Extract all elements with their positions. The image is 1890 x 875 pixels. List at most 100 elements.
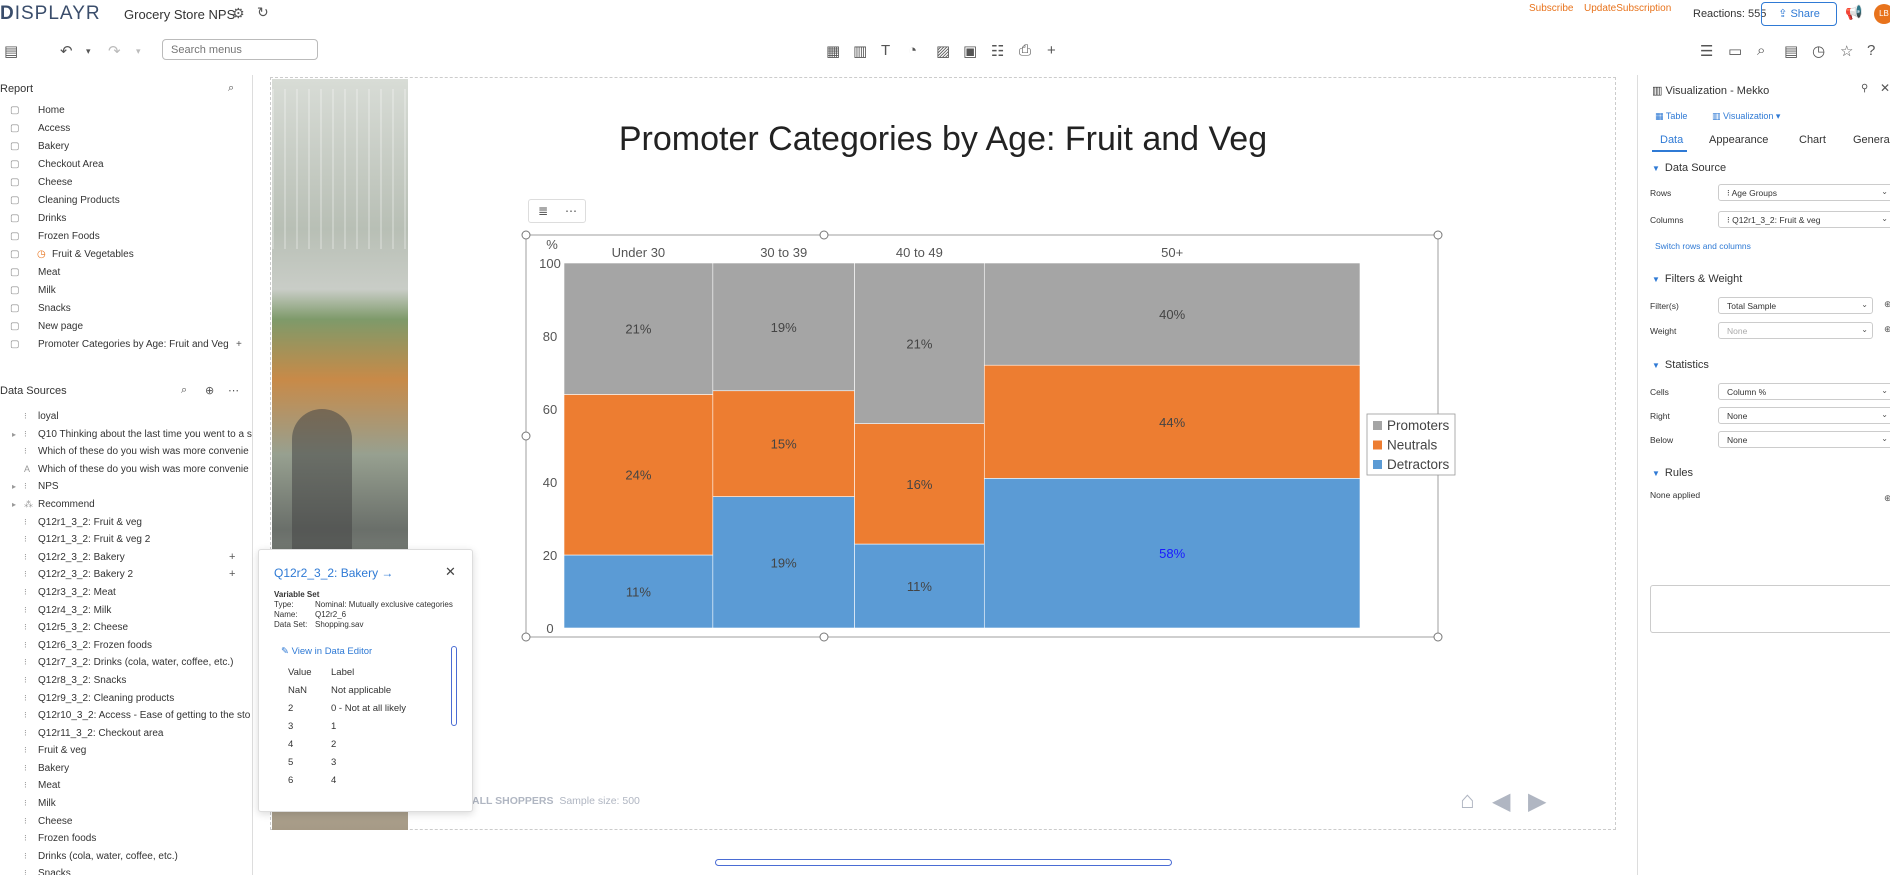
more-options-icon[interactable]: ⋯ bbox=[565, 204, 577, 218]
undo-icon[interactable]: ↶ bbox=[60, 43, 73, 60]
columns-select[interactable]: ⁝ Q12r1_3_2: Fruit & veg ⌄ bbox=[1718, 211, 1890, 228]
list-item[interactable]: ⁝ Q12r7_3_2: Drinks (cola, water, coffee,… bbox=[0, 654, 252, 672]
previous-page-icon[interactable]: ◀ bbox=[1492, 788, 1511, 815]
tab-general[interactable]: General bbox=[1853, 134, 1890, 146]
tab-appearance[interactable]: Appearance bbox=[1709, 134, 1769, 146]
cells-select[interactable]: Column % ⌄ bbox=[1718, 383, 1890, 400]
update-subscription-link[interactable]: UpdateSubscription bbox=[1584, 3, 1672, 14]
more-options-icon[interactable]: ⋯ bbox=[228, 385, 239, 397]
mekko-chart[interactable]: % 0 20 40 60 80 100 Under 30 11% 24% 21% 30 to 39 19… bbox=[520, 226, 1460, 646]
right-select[interactable]: None ⌄ bbox=[1718, 407, 1890, 424]
page-item-fruit-vegetables[interactable]: ▢ ◷ Fruit & Vegetables bbox=[0, 246, 252, 264]
properties-icon[interactable]: ☰ bbox=[1700, 43, 1714, 60]
list-item[interactable]: ⁝ Q12r8_3_2: Snacks bbox=[0, 672, 252, 690]
notes-icon[interactable]: ▤ bbox=[1784, 43, 1799, 60]
close-icon[interactable]: ✕ bbox=[445, 564, 456, 579]
avatar[interactable]: LB bbox=[1874, 4, 1890, 24]
page-item-cleaning-products[interactable]: ▢ Cleaning Products bbox=[0, 192, 252, 210]
list-item[interactable]: ⁝ Q12r9_3_2: Cleaning products bbox=[0, 690, 252, 708]
page-item-snacks[interactable]: ▢ Snacks bbox=[0, 300, 252, 318]
pages-icon[interactable]: ▤ bbox=[4, 43, 19, 60]
search-icon[interactable]: ⌕ bbox=[1757, 42, 1766, 59]
view-in-data-editor-link[interactable]: ✎ View in Data Editor bbox=[281, 646, 373, 657]
list-item[interactable]: ▸ ⁝ NPS bbox=[0, 478, 252, 496]
text-box-icon[interactable]: T bbox=[881, 42, 891, 59]
horizontal-scrollbar[interactable] bbox=[715, 859, 1172, 866]
subtab-table[interactable]: ▦ Table bbox=[1655, 111, 1688, 121]
list-item[interactable]: ⁝ Q12r5_3_2: Cheese bbox=[0, 619, 252, 637]
report-canvas[interactable] bbox=[270, 77, 1616, 830]
subscribe-link[interactable]: Subscribe bbox=[1529, 3, 1574, 14]
variable-link[interactable]: Q12r2_3_2: Bakery → bbox=[274, 566, 394, 580]
add-page-icon[interactable]: + bbox=[236, 339, 242, 350]
list-item[interactable]: ⁝ loyal bbox=[0, 408, 252, 426]
page-item-cheese[interactable]: ▢ Cheese bbox=[0, 174, 252, 192]
subtab-visualization[interactable]: ▥ Visualization ▾ bbox=[1712, 111, 1781, 121]
list-item[interactable]: A Which of these do you wish was more con… bbox=[0, 461, 252, 479]
list-item[interactable]: ⁝ Q12r6_3_2: Frozen foods bbox=[0, 637, 252, 655]
list-item[interactable]: ⁝ Q12r1_3_2: Fruit & veg bbox=[0, 514, 252, 532]
expand-icon[interactable]: ▸ bbox=[12, 499, 17, 509]
document-title[interactable]: Grocery Store NPS bbox=[124, 7, 236, 22]
page-item-bakery[interactable]: ▢ Bakery bbox=[0, 138, 252, 156]
page-item-access[interactable]: ▢ Access bbox=[0, 120, 252, 138]
shapes-icon[interactable]: ◔ bbox=[908, 42, 918, 59]
table-icon[interactable]: ▦ bbox=[826, 43, 841, 60]
list-item[interactable]: ⁝ Cheese bbox=[0, 813, 252, 831]
print-icon[interactable]: ⎙ bbox=[1019, 42, 1032, 59]
add-icon[interactable]: + bbox=[1047, 42, 1056, 59]
rows-select[interactable]: ⁝ Age Groups ⌄ bbox=[1718, 184, 1890, 201]
page-item-checkout-area[interactable]: ▢ Checkout Area bbox=[0, 156, 252, 174]
comment-icon[interactable]: ▭ bbox=[1728, 43, 1743, 60]
switch-rows-columns-link[interactable]: Switch rows and columns bbox=[1655, 241, 1751, 251]
filters-weight-section[interactable]: ▼ Filters & Weight bbox=[1652, 273, 1743, 285]
list-item[interactable]: ⁝ Drinks (cola, water, coffee, etc.) bbox=[0, 848, 252, 866]
add-rule-icon[interactable]: ⊕ bbox=[1884, 493, 1890, 503]
below-select[interactable]: None ⌄ bbox=[1718, 431, 1890, 448]
redo-icon[interactable]: ↷ bbox=[108, 43, 121, 60]
add-filter-icon[interactable]: ⊕ bbox=[1884, 299, 1890, 309]
data-search-icon[interactable]: ⌕ bbox=[181, 384, 188, 396]
page-item-drinks[interactable]: ▢ Drinks bbox=[0, 210, 252, 228]
expand-icon[interactable]: ▸ bbox=[12, 482, 17, 492]
list-item[interactable]: ⁝ Frozen foods bbox=[0, 830, 252, 848]
filters-select[interactable]: Total Sample ⌄ bbox=[1718, 297, 1873, 314]
list-item[interactable]: ⁝ Q12r1_3_2: Fruit & veg 2 bbox=[0, 531, 252, 549]
list-item[interactable]: ⁝ Q12r10_3_2: Access - Ease of getting to… bbox=[0, 707, 252, 725]
close-icon[interactable]: ✕ bbox=[1880, 81, 1890, 95]
list-item[interactable]: ⁝ Which of these do you wish was more con… bbox=[0, 443, 252, 461]
page-item-milk[interactable]: ▢ Milk bbox=[0, 282, 252, 300]
list-item[interactable]: ⁝ Meat bbox=[0, 777, 252, 795]
list-item[interactable]: ⁝ Q12r4_3_2: Milk bbox=[0, 602, 252, 620]
list-item[interactable]: ⁝ Snacks bbox=[0, 865, 252, 875]
filter-icon[interactable]: ☷ bbox=[991, 43, 1005, 60]
list-item[interactable]: ⁝ Bakery bbox=[0, 760, 252, 778]
info-scrollbar[interactable] bbox=[451, 646, 457, 726]
add-weight-icon[interactable]: ⊕ bbox=[1884, 324, 1890, 334]
megaphone-icon[interactable]: 📢 bbox=[1845, 4, 1863, 20]
refresh-icon[interactable]: ↻ bbox=[257, 4, 269, 20]
share-button[interactable]: ⇪ Share bbox=[1761, 2, 1837, 26]
report-search-icon[interactable]: ⌕ bbox=[228, 82, 235, 94]
add-data-icon[interactable]: ⊕ bbox=[205, 385, 215, 397]
list-item[interactable]: ⁝ Q12r2_3_2: Bakery + bbox=[0, 549, 252, 567]
page-item-frozen-foods[interactable]: ▢ Frozen Foods bbox=[0, 228, 252, 246]
rules-box[interactable] bbox=[1650, 585, 1890, 633]
history-icon[interactable]: ◷ bbox=[1812, 43, 1826, 60]
pin-icon[interactable]: ⚲ bbox=[1861, 83, 1869, 94]
weight-select[interactable]: None ⌄ bbox=[1718, 322, 1873, 339]
search-menus-input[interactable] bbox=[162, 39, 318, 60]
expand-icon[interactable]: ▸ bbox=[12, 429, 17, 439]
redo-dropdown-icon[interactable]: ▾ bbox=[136, 46, 141, 56]
add-variable-icon[interactable]: + bbox=[229, 550, 236, 563]
help-icon[interactable]: ? bbox=[1867, 42, 1876, 59]
list-item[interactable]: ▸ ⁂ Recommend bbox=[0, 496, 252, 514]
list-item[interactable]: ⁝ Q12r3_3_2: Meat bbox=[0, 584, 252, 602]
gear-icon[interactable]: ⚙ bbox=[232, 5, 245, 21]
list-item[interactable]: ⁝ Q12r11_3_2: Checkout area bbox=[0, 725, 252, 743]
rules-section[interactable]: ▼ Rules bbox=[1652, 467, 1694, 479]
tab-data[interactable]: Data bbox=[1660, 134, 1684, 146]
next-page-icon[interactable]: ▶ bbox=[1528, 788, 1547, 815]
data-source-section[interactable]: ▼ Data Source bbox=[1652, 162, 1727, 174]
add-variable-icon[interactable]: + bbox=[229, 568, 236, 581]
